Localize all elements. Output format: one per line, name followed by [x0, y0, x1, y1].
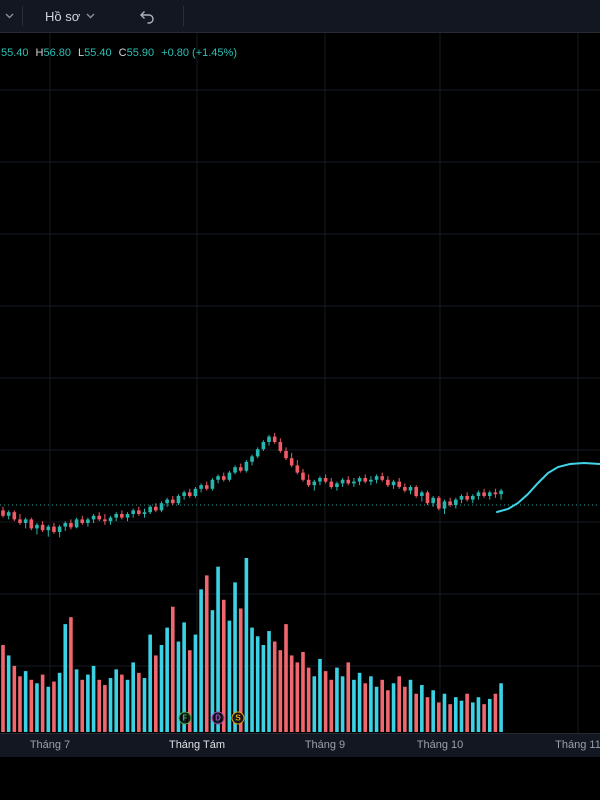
time-axis[interactable]: Tháng 7 Tháng Tám Tháng 9 Tháng 10 Tháng 11 — [0, 733, 600, 757]
financials-badge[interactable]: F — [178, 711, 192, 725]
undo-icon — [140, 10, 154, 24]
legend-close-label: C — [118, 47, 127, 59]
ohlc-legend: 55.40 H 56.80 L 55.40 C 55.90 +0.80 (+1.45%… — [1, 47, 237, 59]
legend-low-label: L — [78, 47, 85, 59]
legend-open-value: 55.40 — [1, 47, 29, 59]
splits-badge[interactable]: S — [231, 711, 245, 725]
profile-menu-button[interactable]: Hồ sơ — [39, 5, 101, 28]
toolbar-divider — [183, 6, 185, 26]
axis-month-label: Tháng 11 — [555, 739, 600, 751]
legend-high-value: 56.80 — [43, 47, 72, 59]
axis-month-label: Tháng Tám — [168, 739, 226, 751]
axis-month-label: Tháng 7 — [29, 739, 71, 751]
axis-month-label: Tháng 9 — [304, 739, 346, 751]
axis-month-label: Tháng 10 — [416, 739, 464, 751]
legend-change-value: +0.80 (+1.45%) — [161, 47, 237, 59]
profile-menu-label: Hồ sơ — [45, 8, 81, 24]
symbol-dropdown-chevron-icon[interactable] — [5, 13, 14, 19]
legend-low-value: 55.40 — [84, 47, 112, 59]
legend-high-label: H — [35, 47, 44, 59]
legend-close-value: 55.90 — [126, 47, 155, 59]
top-toolbar: Hồ sơ — [0, 0, 600, 33]
toolbar-divider — [22, 6, 23, 26]
undo-button[interactable] — [135, 5, 159, 28]
chevron-down-icon — [86, 13, 95, 19]
dividends-badge[interactable]: D — [211, 711, 225, 725]
